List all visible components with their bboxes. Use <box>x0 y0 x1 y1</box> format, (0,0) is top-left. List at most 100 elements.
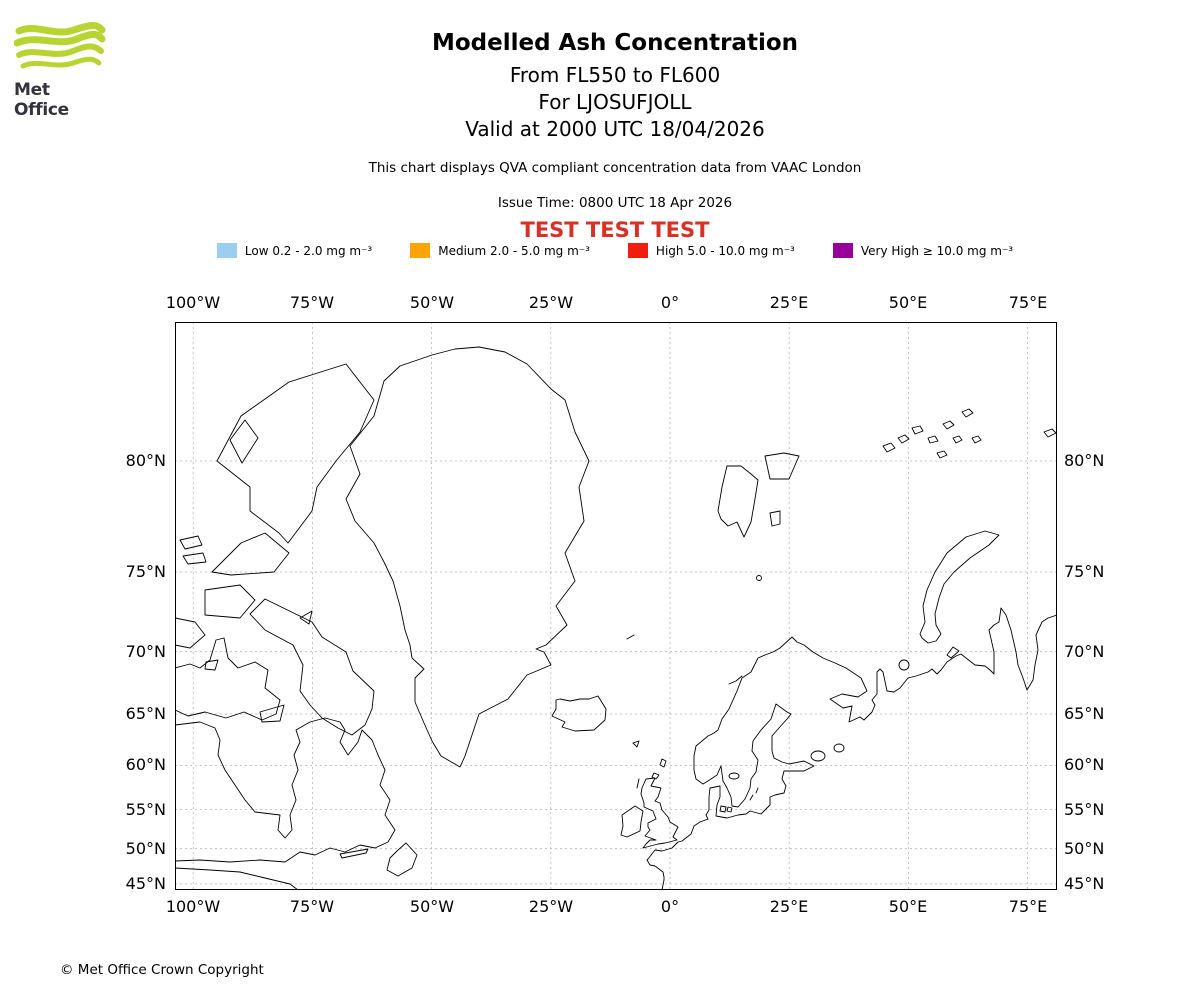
flight-level-line: From FL550 to FL600 <box>509 63 721 87</box>
page-title: Modelled Ash Concentration <box>431 30 799 56</box>
lon-label-top: 25°W <box>528 293 574 312</box>
legend-label-low: Low 0.2 - 2.0 mg m⁻³ <box>244 243 373 258</box>
coastline-baffin-island <box>249 598 375 736</box>
lon-label-top: 100°W <box>165 293 221 312</box>
coastline-ireland <box>620 805 644 838</box>
coastline-southampton-island <box>259 704 285 723</box>
lat-label-right: 70°N <box>1064 642 1105 661</box>
lat-label-right: 60°N <box>1064 755 1105 774</box>
coastline-nordaustlandet <box>764 452 800 480</box>
lon-label-top: 75°W <box>289 293 335 312</box>
lake-vanern <box>728 772 740 780</box>
coastline-danish-isles <box>726 806 733 813</box>
coastline-faroe <box>632 740 640 748</box>
coastline-arctic-islet <box>179 535 203 550</box>
map-svg <box>174 322 1058 891</box>
coastline-franz-josef <box>942 420 955 430</box>
lon-label-bottom: 75°W <box>289 897 335 916</box>
volcano-line: For LJOSUFJOLL <box>538 90 692 114</box>
legend-swatch-very-high <box>832 243 853 258</box>
legend-swatch-high <box>627 243 648 258</box>
legend-item-low: Low 0.2 - 2.0 mg m⁻³ <box>216 243 373 258</box>
lake-onega <box>833 743 845 753</box>
lat-label-left: 45°N <box>125 874 166 893</box>
coastline-hebrides <box>636 778 640 789</box>
copyright-notice: © Met Office Crown Copyright <box>60 962 264 978</box>
coastline-victoria-island <box>174 617 206 649</box>
legend-swatch-low <box>216 243 237 258</box>
coastline-novaya-zemlya <box>919 530 1000 644</box>
lon-label-bottom: 25°E <box>769 897 809 916</box>
coastline-gotland <box>755 787 759 794</box>
coastline-devon-island <box>211 532 290 576</box>
coastline-baltic-europe <box>646 703 815 891</box>
logo-wave-icon <box>16 43 104 58</box>
lon-label-top: 50°W <box>409 293 455 312</box>
coastline-axel-heiberg <box>229 419 259 464</box>
lon-label-top: 50°E <box>888 293 928 312</box>
coastline-somerset-island <box>204 584 256 619</box>
valid-time-line: Valid at 2000 UTC 18/04/2026 <box>465 117 765 141</box>
lat-label-right: 50°N <box>1064 839 1105 858</box>
map-border <box>175 322 1057 890</box>
coastline-shetland <box>659 758 667 768</box>
coastline-edgeoya <box>769 510 781 527</box>
met-office-logo: Met Office <box>13 22 110 120</box>
coastline-bylot-island <box>299 610 313 625</box>
issue-time: Issue Time: 0800 UTC 18 Apr 2026 <box>497 195 733 211</box>
lat-label-left: 55°N <box>125 800 166 819</box>
coastline-franz-josef <box>971 435 982 444</box>
coastline-greenland <box>345 346 590 768</box>
lat-label-right: 45°N <box>1064 874 1105 893</box>
coastline-norway-russia <box>693 607 1058 785</box>
lat-label-right: 80°N <box>1064 451 1105 470</box>
map-canvas <box>174 322 1058 891</box>
legend-label-high: High 5.0 - 10.0 mg m⁻³ <box>655 243 795 258</box>
coastline-orkney <box>651 772 660 780</box>
coastline-franz-josef <box>961 408 974 418</box>
coastline-jan-mayen <box>626 634 635 640</box>
lon-label-top: 0° <box>660 293 680 312</box>
met-office-logo-waves <box>13 22 106 69</box>
coastline-franz-josef <box>927 435 939 444</box>
coastline-kolguyev <box>898 659 910 671</box>
lon-label-bottom: 50°W <box>409 897 455 916</box>
coastline-lofoten <box>728 675 743 685</box>
coastline-quebec-labrador <box>174 717 396 863</box>
coastline-king-william <box>204 659 219 671</box>
coastline-danish-isles <box>719 805 727 813</box>
logo-wave-icon <box>15 22 106 36</box>
lon-label-bottom: 100°W <box>165 897 221 916</box>
logo-wave-icon <box>13 30 106 47</box>
lat-label-left: 80°N <box>125 451 166 470</box>
coastline-franz-josef <box>911 425 924 435</box>
coastline-ellesmere <box>216 363 375 544</box>
coastline-boothia-mainland <box>174 637 281 721</box>
coastline-arctic-islet <box>182 552 207 565</box>
coastline-arctic-islet <box>1043 428 1057 438</box>
legend-item-very-high: Very High ≥ 10.0 mg m⁻³ <box>832 243 1014 258</box>
lon-label-bottom: 25°W <box>528 897 574 916</box>
test-banner: TEST TEST TEST <box>520 218 710 242</box>
concentration-legend: Low 0.2 - 2.0 mg m⁻³ Medium 2.0 - 5.0 mg… <box>175 243 1055 258</box>
lon-label-bottom: 0° <box>660 897 680 916</box>
lat-label-left: 60°N <box>125 755 166 774</box>
lon-label-bottom: 50°E <box>888 897 928 916</box>
legend-label-very-high: Very High ≥ 10.0 mg m⁻³ <box>860 243 1014 258</box>
lon-label-top: 25°E <box>769 293 809 312</box>
qva-description: This chart displays QVA compliant concen… <box>368 160 862 176</box>
coastline-franz-josef <box>952 435 963 444</box>
lon-label-top: 75°E <box>1008 293 1048 312</box>
lat-label-left: 75°N <box>125 562 166 581</box>
legend-swatch-medium <box>410 243 431 258</box>
coastline-franz-josef <box>897 434 910 444</box>
coastline-iceland <box>551 695 607 732</box>
lat-label-left: 50°N <box>125 839 166 858</box>
legend-item-medium: Medium 2.0 - 5.0 mg m⁻³ <box>410 243 590 258</box>
coastline-vaygach <box>946 646 960 659</box>
lat-label-left: 70°N <box>125 642 166 661</box>
graticule <box>175 322 1057 890</box>
coastline-st-lawrence-south <box>174 867 299 891</box>
lat-label-right: 55°N <box>1064 800 1105 819</box>
coastline-spitsbergen <box>717 465 759 538</box>
